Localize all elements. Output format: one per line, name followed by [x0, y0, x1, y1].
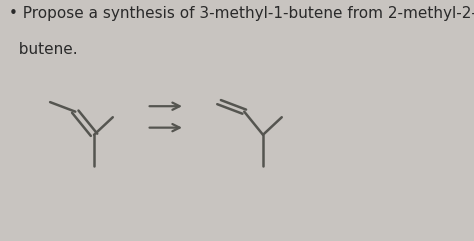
Text: butene.: butene.: [9, 42, 77, 57]
Text: • Propose a synthesis of 3-methyl-1-butene from 2-methyl-2-: • Propose a synthesis of 3-methyl-1-bute…: [9, 6, 474, 21]
